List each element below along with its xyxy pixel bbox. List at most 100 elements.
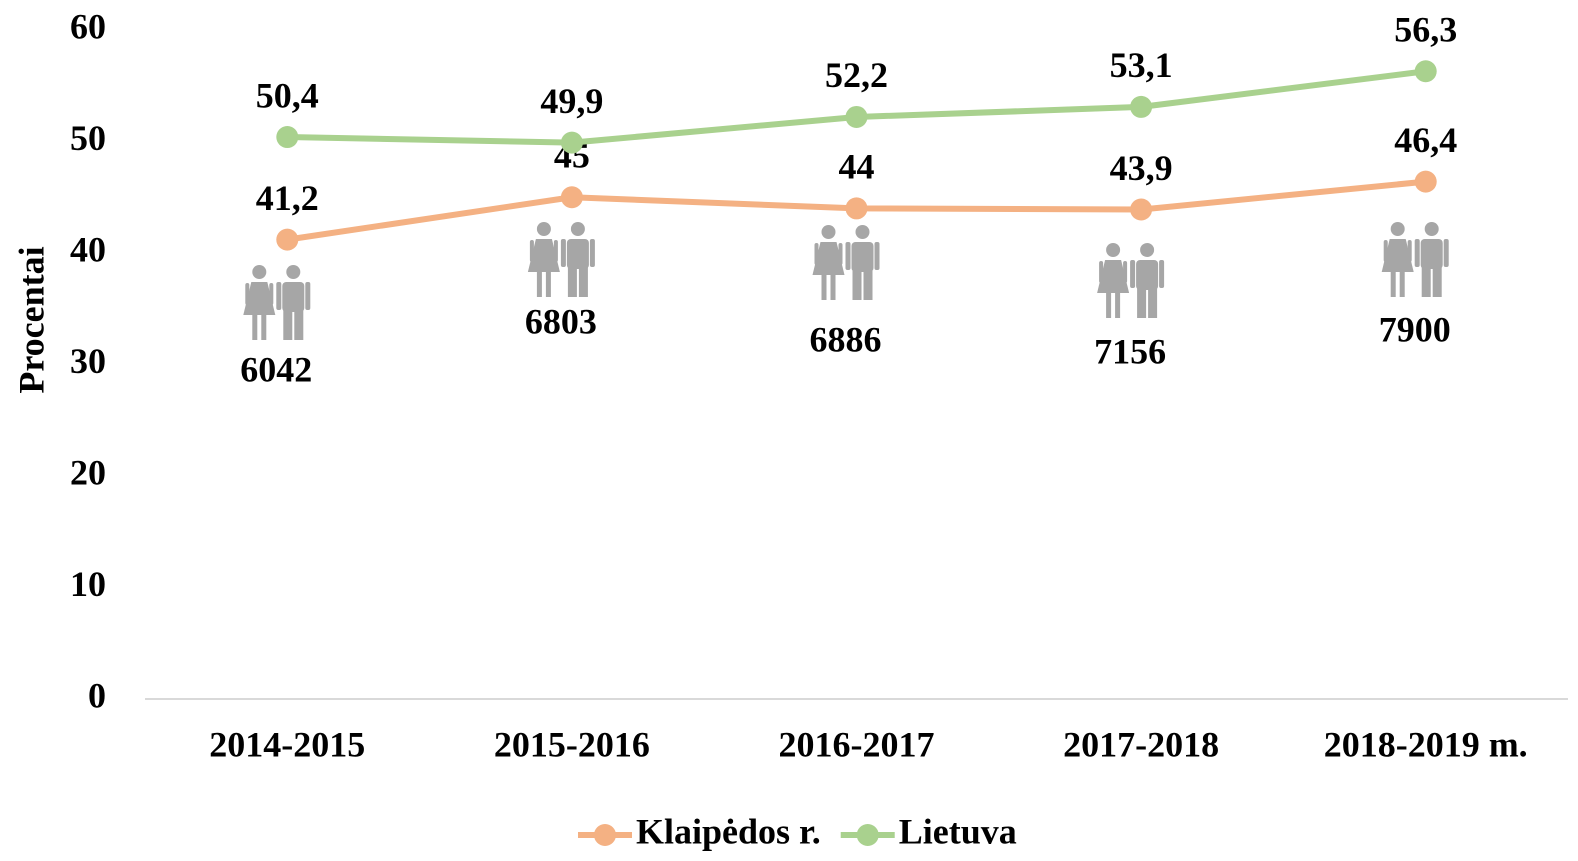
annotation: 7900	[1379, 309, 1451, 349]
icon-leg	[261, 315, 267, 340]
annotation: 6042	[240, 349, 312, 389]
annotation: 6803	[525, 301, 597, 341]
x-tick-label: 2014-2015	[209, 724, 365, 764]
y-tick-label: 30	[70, 341, 106, 381]
icon-leg	[852, 270, 862, 300]
annotation: 7156	[1094, 331, 1166, 371]
icon-leg	[821, 275, 827, 300]
woman-icon	[243, 265, 276, 340]
y-tick-label: 40	[70, 229, 106, 269]
woman-icon	[1381, 222, 1414, 297]
data-label: 56,3	[1394, 10, 1457, 50]
data-label: 49,9	[540, 81, 603, 121]
point	[1414, 170, 1437, 193]
legend-label: Lietuva	[899, 811, 1017, 851]
icon-leg	[1421, 267, 1431, 297]
icon-arm	[305, 282, 311, 310]
icon-leg	[830, 275, 836, 300]
icon-arm	[560, 239, 566, 267]
icon-leg	[536, 272, 542, 297]
annotation: 6886	[810, 319, 882, 359]
icon-leg	[545, 272, 551, 297]
icon-leg	[567, 267, 577, 297]
y-tick-label: 10	[70, 564, 106, 604]
point	[560, 186, 583, 209]
icon-leg	[283, 310, 293, 340]
icon-arm	[1443, 239, 1449, 267]
icon-arm	[845, 242, 851, 270]
point	[276, 228, 299, 251]
data-label: 43,9	[1110, 148, 1173, 188]
legend-marker	[856, 824, 879, 846]
icon-body	[1420, 239, 1443, 269]
icon-leg	[1137, 288, 1147, 318]
man-icon	[1414, 222, 1449, 297]
point	[845, 197, 868, 220]
icon-head	[252, 265, 267, 279]
woman-icon	[812, 225, 845, 300]
icon-arm	[245, 283, 250, 305]
icon-leg	[1390, 272, 1396, 297]
icon-arm	[1159, 260, 1165, 288]
icon-leg	[863, 270, 873, 300]
data-label: 46,4	[1394, 120, 1457, 160]
icon-head	[821, 225, 836, 239]
point	[560, 131, 583, 154]
icon-body	[1136, 260, 1159, 290]
icon-head	[855, 225, 870, 239]
point	[1130, 95, 1153, 118]
icon-head	[286, 265, 301, 279]
icon-head	[536, 222, 551, 236]
icon-arm	[529, 240, 534, 262]
data-label: 53,1	[1110, 45, 1173, 85]
icon-leg	[578, 267, 588, 297]
icon-arm	[589, 239, 595, 267]
legend-marker	[594, 824, 616, 846]
icon-head	[1106, 243, 1121, 257]
x-tick-label: 2015-2016	[494, 724, 650, 764]
icon-leg	[1148, 288, 1158, 318]
icon-body	[1097, 260, 1130, 293]
y-tick-label: 20	[70, 452, 106, 492]
point	[1414, 60, 1437, 83]
man-icon	[560, 222, 595, 297]
icon-body	[282, 282, 305, 312]
icon-head	[1390, 222, 1405, 236]
icon-arm	[1099, 261, 1104, 283]
icon-arm	[1407, 240, 1412, 262]
icon-arm	[838, 243, 843, 265]
icon-leg	[294, 310, 304, 340]
icon-arm	[276, 282, 282, 310]
data-label: 52,2	[825, 55, 888, 95]
y-axis-title: Procentai	[11, 246, 51, 393]
x-tick-label: 2016-2017	[779, 724, 935, 764]
icon-arm	[553, 240, 558, 262]
y-tick-label: 0	[88, 675, 106, 715]
icon-body	[527, 239, 560, 272]
icon-arm	[1130, 260, 1136, 288]
point	[845, 105, 868, 128]
x-tick-label: 2018-2019 m.	[1324, 724, 1528, 764]
icon-head	[1140, 243, 1155, 257]
data-label: 41,2	[256, 178, 319, 218]
icon-leg	[1106, 293, 1112, 318]
man-icon	[845, 225, 880, 300]
y-tick-label: 60	[70, 6, 106, 46]
man-icon	[276, 265, 311, 340]
icon-body	[243, 282, 276, 315]
woman-icon	[527, 222, 560, 297]
icon-arm	[874, 242, 880, 270]
icon-arm	[1123, 261, 1128, 283]
point	[1130, 198, 1153, 221]
data-label: 44	[839, 147, 875, 187]
icon-leg	[1115, 293, 1121, 318]
icon-head	[570, 222, 585, 236]
icon-head	[1424, 222, 1439, 236]
icon-arm	[1383, 240, 1388, 262]
icon-leg	[252, 315, 258, 340]
icon-body	[566, 239, 589, 269]
icon-leg	[1432, 267, 1442, 297]
icon-body	[812, 242, 845, 275]
icon-arm	[814, 243, 819, 265]
